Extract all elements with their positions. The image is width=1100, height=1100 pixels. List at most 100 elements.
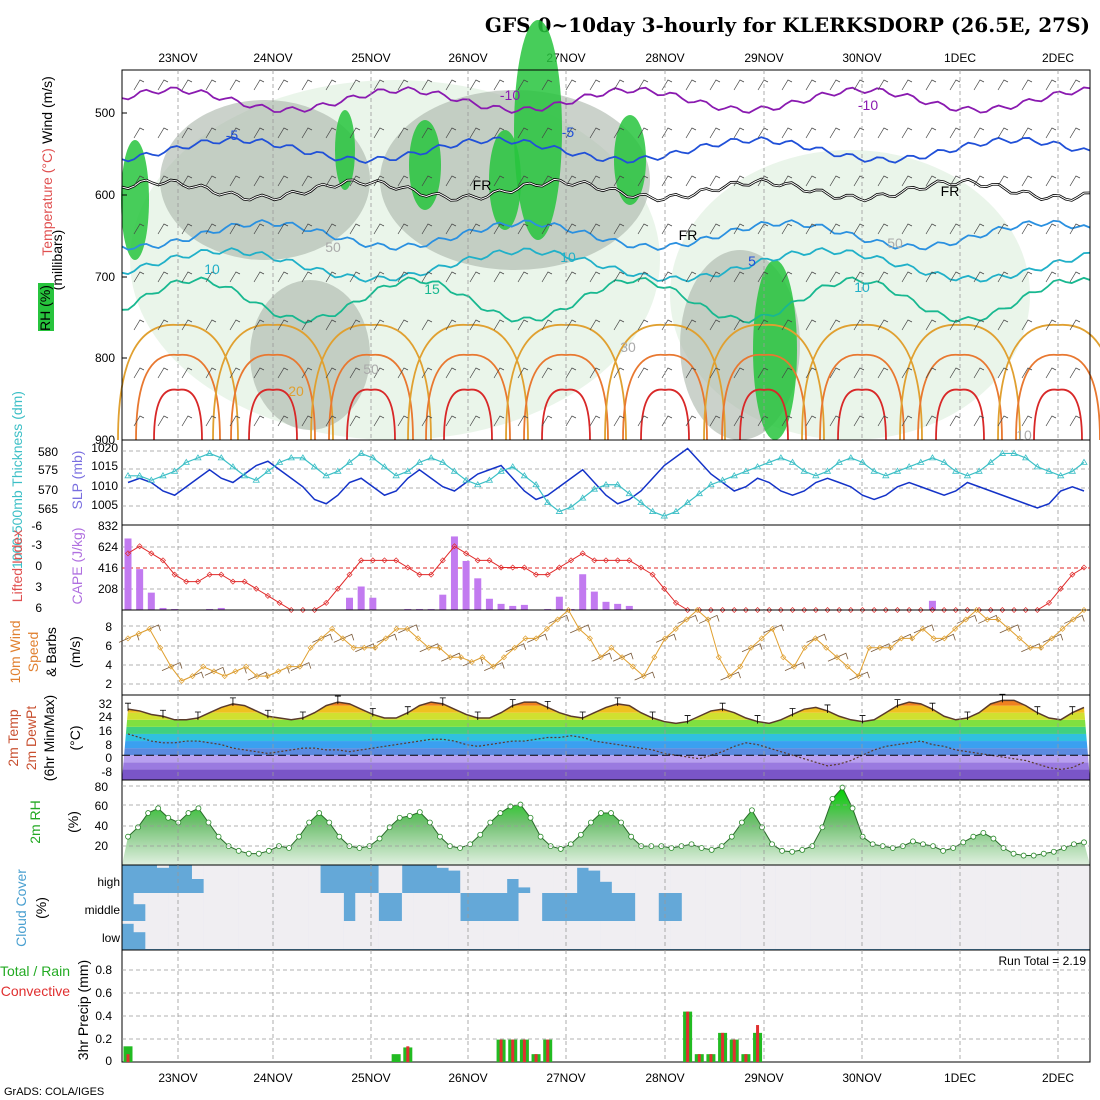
isotherm-arch (739, 388, 789, 441)
wind-barb (445, 415, 457, 427)
li-marker (1069, 571, 1076, 578)
li-marker (358, 557, 365, 564)
date-label-top: 28NOV (645, 51, 684, 65)
wind-barb (349, 319, 361, 331)
wind-marker (1027, 644, 1034, 651)
wind-barb (829, 175, 841, 187)
wind-barb-10m (741, 643, 763, 653)
li-marker (591, 557, 598, 564)
cloud-clear-cell (646, 921, 659, 949)
thickness-marker (159, 472, 167, 479)
wind-barb (373, 127, 385, 139)
wind10m-panel: 8 6 4 2 10m Wind Speed & Barbs (m/s) (7, 607, 1091, 696)
cape-bar (369, 597, 377, 610)
precip-conv-bar (721, 1032, 725, 1062)
wind-barb (877, 127, 889, 139)
rh-marker (628, 833, 635, 840)
wind-barb (301, 319, 313, 331)
wind-barb (1045, 271, 1057, 283)
cloud-clear-cell (1031, 865, 1044, 893)
wind-barb (445, 175, 457, 187)
cloud-clear-cell (133, 893, 146, 905)
rh-marker (980, 829, 987, 836)
wind-barb-10m (569, 624, 591, 634)
li-marker (672, 599, 679, 606)
li-marker (486, 557, 493, 564)
temp-minmax-bar (334, 695, 341, 705)
wind-barb (373, 175, 385, 187)
wind-barb (781, 367, 793, 379)
cloud-clear-cell (226, 893, 239, 921)
wind-marker (930, 635, 937, 642)
cloud-clear-cell (775, 865, 788, 893)
wind-barb (925, 367, 937, 379)
cape-bar (357, 586, 365, 610)
li-marker (941, 607, 948, 613)
wind-barb (805, 319, 817, 331)
wind-marker (329, 625, 336, 632)
wind-barb (157, 175, 169, 187)
cloud-clear-cell (145, 893, 158, 921)
li-marker (463, 550, 470, 557)
wind-barb (1045, 367, 1057, 379)
wind-marker (823, 644, 830, 651)
rh-marker (1060, 845, 1067, 851)
cloud-clear-cell (285, 865, 298, 893)
cloud-clear-cell (180, 921, 193, 949)
thickness-marker (147, 476, 156, 483)
wind-barb (661, 271, 673, 283)
thickness-marker (987, 458, 995, 465)
dewpoint-line (127, 733, 1085, 770)
temp-minmax-bar (439, 697, 446, 706)
wind-barb (925, 415, 937, 427)
wind-marker (264, 673, 271, 680)
wind-barb (157, 415, 169, 427)
wind-barb (517, 367, 529, 379)
contour-label: 15 (424, 281, 440, 297)
li-marker (323, 599, 330, 606)
thickness-marker (952, 467, 960, 474)
rh-high (489, 130, 521, 230)
cloud-clear-cell (1043, 865, 1056, 893)
wind-barb-10m (312, 633, 333, 643)
rh-marker (185, 810, 192, 816)
cloud-clear-cell (133, 921, 146, 933)
temp-minmax-bar (369, 708, 376, 717)
cloud-clear-cell (763, 921, 776, 949)
wind-barb-10m (333, 633, 355, 643)
wind-barb (229, 271, 241, 283)
li-marker (1057, 585, 1064, 592)
rh-marker (215, 833, 222, 840)
wind-barb (901, 127, 913, 139)
wind-barb (805, 223, 817, 235)
wind-barb (589, 79, 601, 91)
wind-barb (349, 175, 361, 187)
cloud-clear-cell (973, 865, 986, 893)
wind-marker (253, 673, 260, 680)
wind-barb (493, 175, 505, 187)
wind-barb (469, 271, 481, 283)
rh-marker (306, 819, 313, 826)
isotherm-15 (121, 276, 1091, 324)
cloud-clear-cell (623, 921, 636, 949)
wind-barb (781, 79, 793, 91)
wind-barb (901, 415, 913, 427)
li-marker (603, 557, 609, 564)
cloud-clear-cell (1055, 921, 1067, 949)
wind-barb (565, 175, 577, 187)
credit-label: GrADS: COLA/IGES (4, 1086, 104, 1098)
temp-minmax-bar (789, 708, 796, 717)
wind-barb (685, 271, 697, 283)
cloud-row-middle: middle (85, 903, 121, 917)
wind-barb (445, 223, 457, 235)
cloud-clear-cell (448, 893, 461, 921)
cloud-clear-cell (845, 921, 858, 949)
rh-marker (406, 812, 413, 819)
rh-marker (588, 819, 594, 826)
thickness-marker (532, 480, 540, 488)
cloud-clear-cell (1055, 865, 1067, 893)
precip-panel-frame (121, 949, 1091, 1063)
cloud-clear-cell (856, 921, 869, 949)
cloud-clear-cell (973, 893, 986, 921)
temperature-legend-label: Temperature (°C) (39, 148, 55, 256)
